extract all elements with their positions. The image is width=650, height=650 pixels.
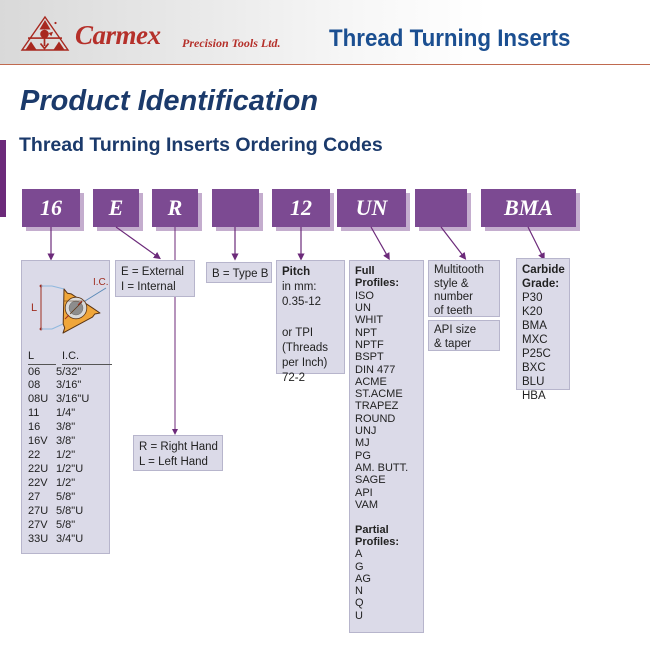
- svg-text:I.C.: I.C.: [93, 277, 109, 288]
- svg-text:L: L: [31, 302, 37, 314]
